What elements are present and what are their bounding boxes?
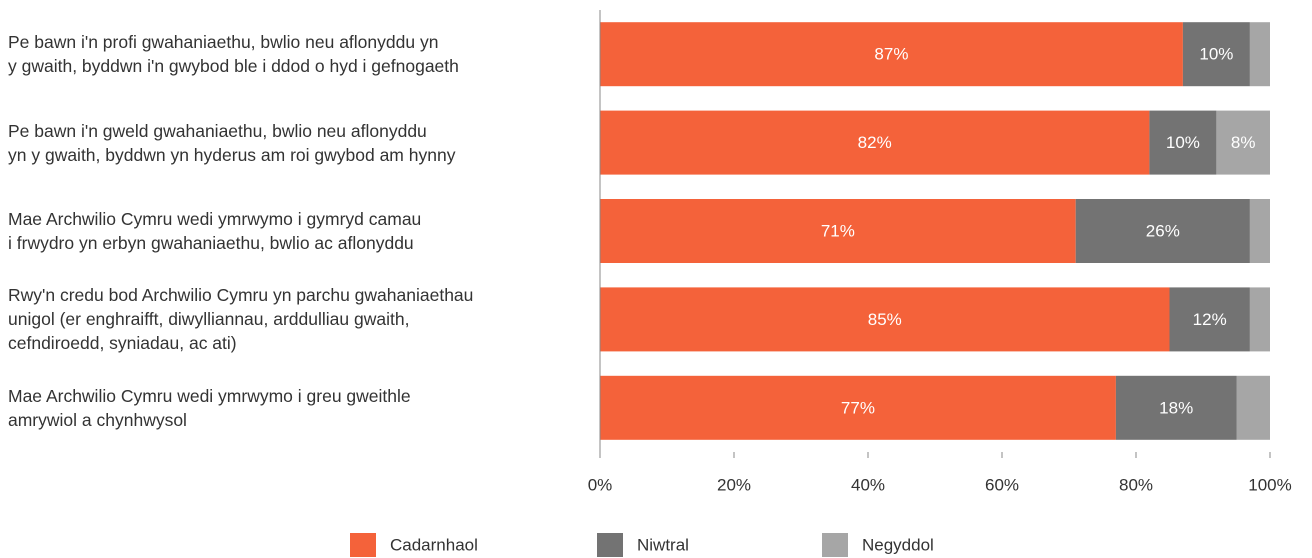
legend-label: Niwtral: [637, 535, 689, 554]
x-tick-label: 40%: [851, 475, 885, 494]
bar-segment: [1249, 22, 1270, 87]
data-label: 26%: [1146, 221, 1180, 240]
legend-label: Cadarnhaol: [390, 535, 478, 554]
data-label: 12%: [1193, 310, 1227, 329]
data-label: 18%: [1159, 398, 1193, 417]
bar-segment: [1075, 199, 1250, 263]
bar-segment: [1149, 110, 1217, 175]
bar-segment: [1115, 375, 1237, 440]
category-label: Pe bawn i'n profi gwahaniaethu, bwlio ne…: [8, 32, 459, 77]
data-label: 10%: [1199, 45, 1233, 64]
bar-segment: [600, 110, 1150, 175]
bar-segment: [1216, 110, 1270, 175]
bar-segment: [600, 287, 1170, 352]
legend-swatch: [597, 533, 623, 557]
x-tick-label: 20%: [717, 475, 751, 494]
x-tick-label: 80%: [1119, 475, 1153, 494]
bar-segment: [1169, 287, 1250, 352]
x-tick-label: 60%: [985, 475, 1019, 494]
category-label: Rwy'n credu bod Archwilio Cymru yn parch…: [8, 285, 474, 354]
data-label: 87%: [874, 45, 908, 64]
bar-segment: [1236, 375, 1270, 440]
category-label: Mae Archwilio Cymru wedi ymrwymo i greu …: [8, 385, 411, 430]
category-label: Mae Archwilio Cymru wedi ymrwymo i gymry…: [8, 209, 422, 253]
data-label: 71%: [821, 221, 855, 240]
data-label: 8%: [1231, 133, 1256, 152]
x-tick-label: 0%: [588, 475, 613, 494]
data-label: 85%: [868, 310, 902, 329]
x-tick-label: 100%: [1248, 475, 1291, 494]
bar-segment: [1182, 22, 1250, 87]
data-label: 10%: [1166, 133, 1200, 152]
bar-segment: [600, 375, 1116, 440]
bar-segment: [600, 199, 1076, 263]
legend-swatch: [822, 533, 848, 557]
category-label: Pe bawn i'n gweld gwahaniaethu, bwlio ne…: [8, 120, 456, 165]
data-label: 82%: [858, 133, 892, 152]
bar-segment: [1249, 199, 1270, 263]
bar-segment: [600, 22, 1183, 87]
legend-swatch: [350, 533, 376, 557]
data-label: 77%: [841, 398, 875, 417]
bar-segment: [1249, 287, 1270, 352]
legend-label: Negyddol: [862, 535, 934, 554]
